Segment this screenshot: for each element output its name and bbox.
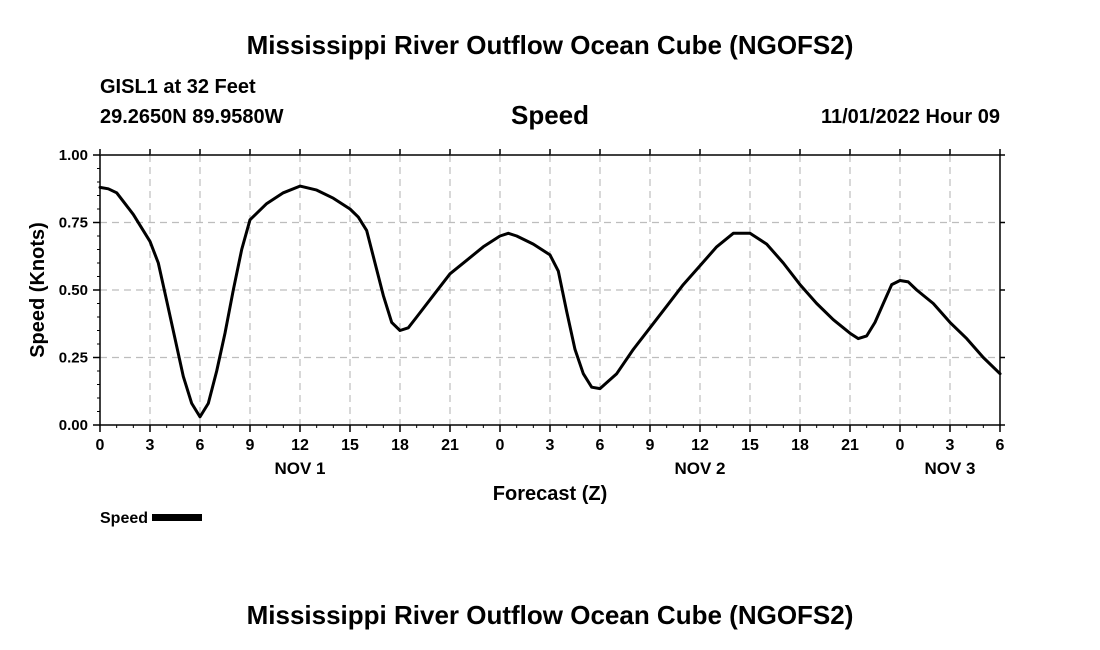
- x-tick-label: 21: [441, 437, 459, 454]
- chart-title: Mississippi River Outflow Ocean Cube (NG…: [246, 30, 854, 60]
- station-label: GISL1 at 32 Feet: [100, 76, 256, 98]
- footer-title: Mississippi River Outflow Ocean Cube (NG…: [246, 600, 854, 630]
- x-tick-label: 6: [596, 437, 605, 454]
- x-tick-label: 15: [741, 437, 759, 454]
- legend-label-speed: Speed: [100, 510, 149, 527]
- x-tick-label: 12: [291, 437, 309, 454]
- y-tick-label: 0.50: [59, 282, 88, 299]
- variable-title: Speed: [510, 100, 590, 130]
- y-tick-label: 0.25: [59, 350, 88, 367]
- y-tick-label: 0.00: [59, 417, 88, 434]
- x-tick-label: 3: [946, 437, 955, 454]
- x-tick-label: 0: [896, 437, 905, 454]
- plot-frame: [99, 154, 1001, 426]
- y-tick-label: 0.75: [59, 215, 88, 232]
- x-tick-label: 15: [341, 437, 359, 454]
- station-coordinates: 29.2650N 89.9580W: [100, 106, 284, 128]
- x-tick-label: 9: [246, 437, 255, 454]
- x-tick-label: 18: [391, 437, 409, 454]
- x-tick-label: 9: [646, 437, 655, 454]
- forecast-datetime: 11/01/2022 Hour 09: [820, 106, 1000, 128]
- x-tick-label: 21: [841, 437, 859, 454]
- x-tick-label: 6: [196, 437, 205, 454]
- x-tick-label: 12: [691, 437, 709, 454]
- y-tick-label: 1.00: [59, 147, 88, 164]
- day-label: NOV 1: [274, 459, 325, 478]
- x-axis-label: Forecast (Z): [493, 483, 607, 505]
- legend-swatch-speed: [152, 514, 203, 522]
- x-tick-label: 6: [996, 437, 1005, 454]
- x-tick-label: 3: [546, 437, 555, 454]
- series-line-speed: [98, 184, 1002, 419]
- x-tick-label: 18: [791, 437, 809, 454]
- x-tick-label: 0: [96, 437, 105, 454]
- chart-tick-labels: 0 3 6 9 12 15 18 21 0 3 6 9 12 15 18 21 0 3 6 NOV 1 NOV 2 NOV…: [59, 147, 1005, 478]
- x-tick-label: 0: [496, 437, 505, 454]
- chart-lines: [98, 184, 1002, 419]
- chart-grid: [100, 155, 1000, 425]
- x-tick-label: 3: [146, 437, 155, 454]
- day-label: NOV 3: [924, 459, 975, 478]
- chart-legend: Speed: [100, 510, 203, 528]
- day-label: NOV 2: [674, 459, 725, 478]
- y-axis-label: Speed (Knots): [27, 222, 49, 358]
